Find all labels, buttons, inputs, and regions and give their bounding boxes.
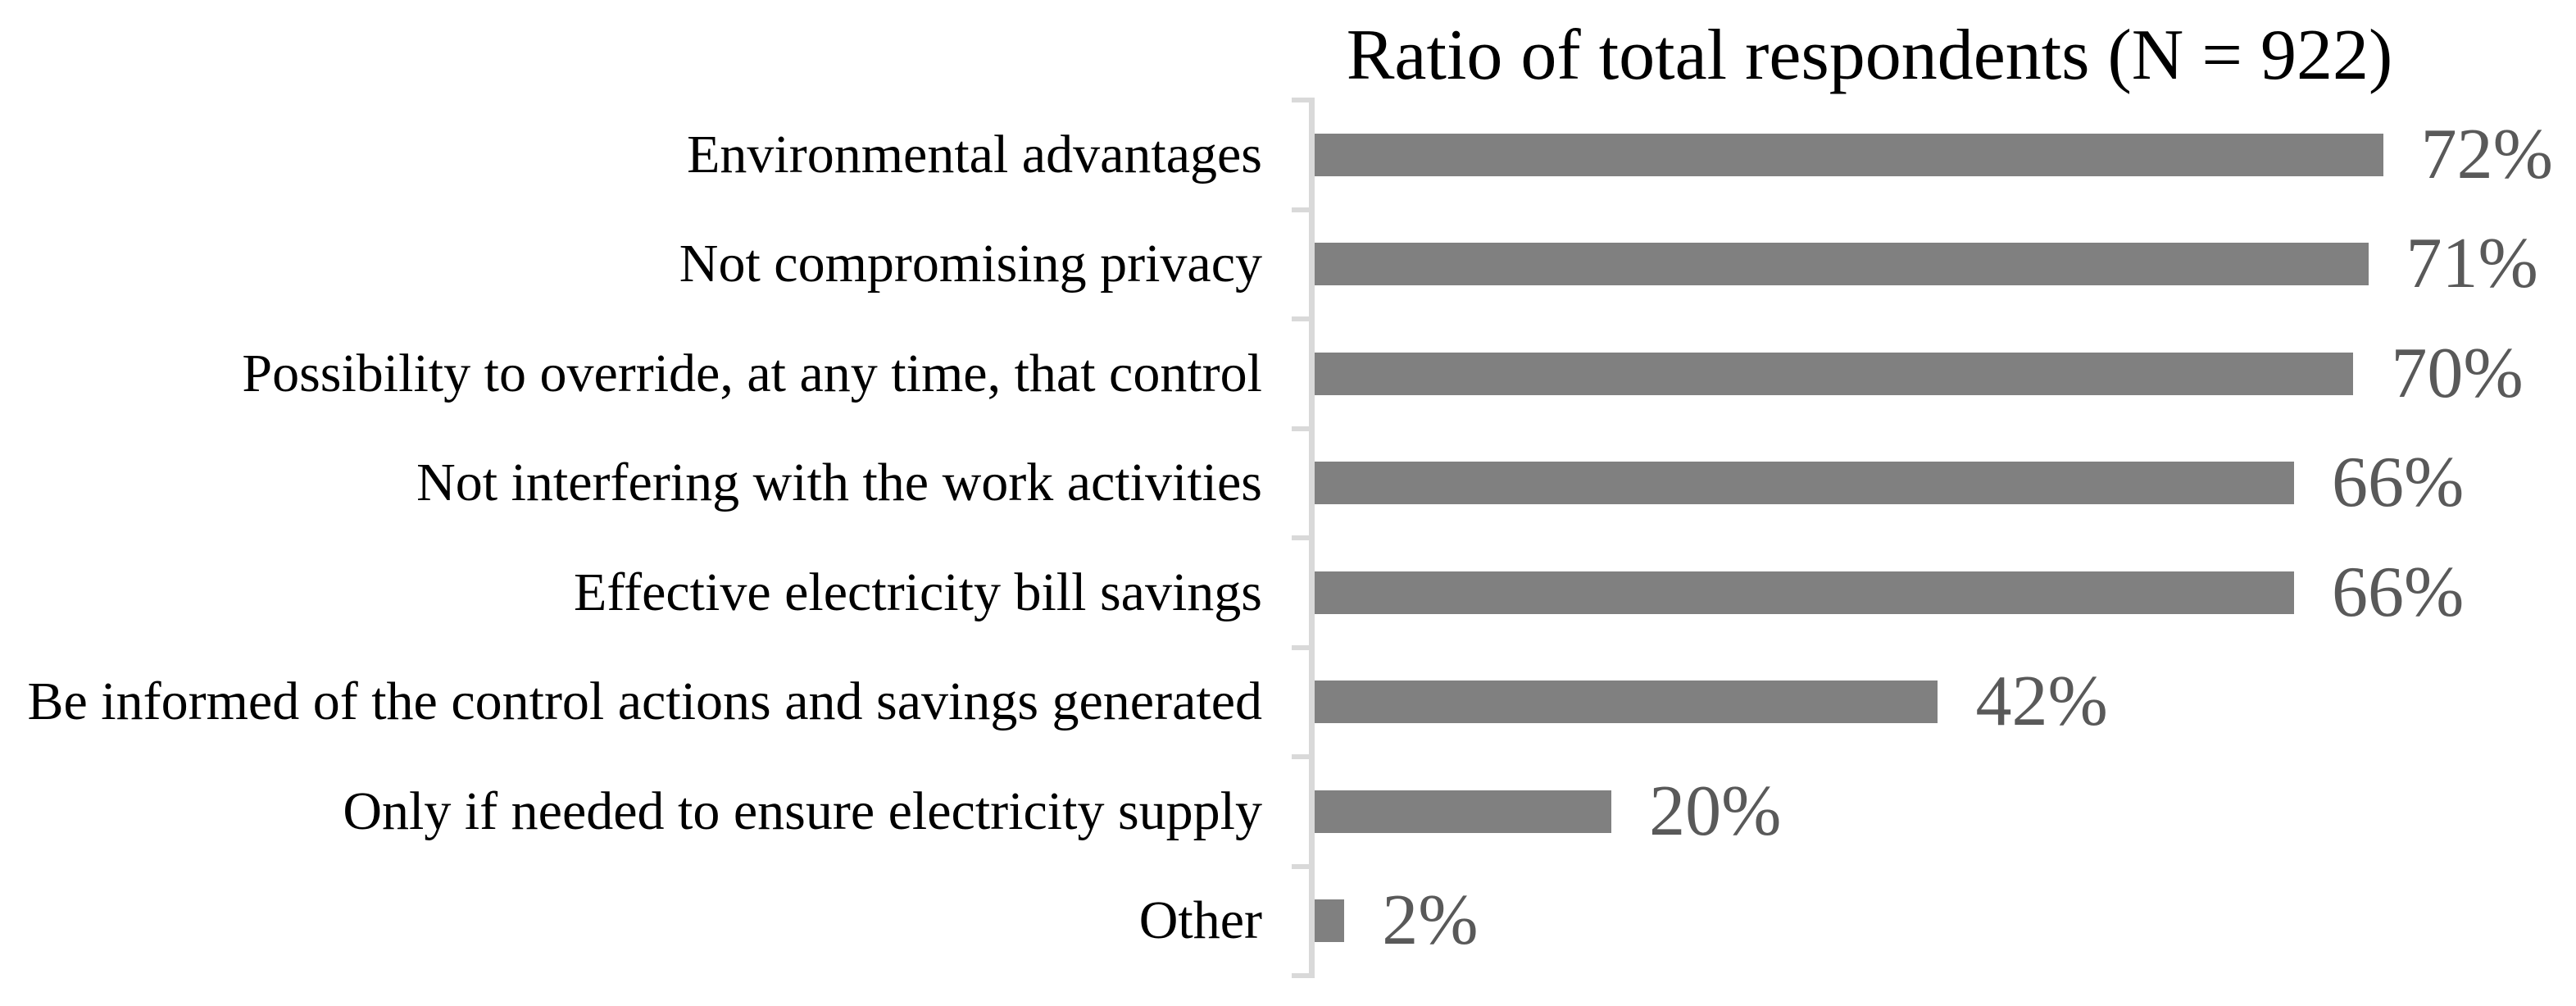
bar-zone: 66%: [1315, 429, 2576, 539]
y-axis-tick: [1292, 426, 1315, 431]
value-label: 66%: [2331, 552, 2465, 632]
bar-row: Only if needed to ensure electricity sup…: [0, 757, 2576, 867]
bar-zone: 71%: [1315, 210, 2576, 320]
value-label: 42%: [1975, 662, 2108, 742]
value-label: 72%: [2420, 114, 2553, 194]
y-axis-tick: [1292, 973, 1315, 978]
bar: [1315, 790, 1612, 833]
bar-row: Not compromising privacy 71%: [0, 210, 2576, 320]
bar-zone: 42%: [1315, 648, 2576, 758]
y-axis-tick: [1292, 207, 1315, 212]
category-label: Environmental advantages: [687, 124, 1262, 184]
bar: [1315, 352, 2354, 395]
y-axis-tick: [1292, 535, 1315, 540]
category-label: Effective electricity bill savings: [574, 562, 1262, 622]
category-label: Be informed of the control actions and s…: [27, 671, 1262, 732]
y-axis-tick: [1292, 98, 1315, 102]
value-label: 20%: [1649, 771, 1782, 851]
bar: [1315, 243, 2369, 286]
chart-title: Ratio of total respondents (N = 922): [1346, 16, 2393, 95]
bar-row: Be informed of the control actions and s…: [0, 648, 2576, 758]
y-axis-tick: [1292, 644, 1315, 650]
category-label: Possibility to override, at any time, th…: [242, 343, 1262, 403]
bar-row: Possibility to override, at any time, th…: [0, 319, 2576, 429]
bar: [1315, 899, 1345, 943]
bar-row: Other 2%: [0, 867, 2576, 976]
category-label: Other: [1138, 890, 1262, 951]
bar: [1315, 462, 2294, 505]
bar: [1315, 681, 1938, 724]
bar-row: Effective electricity bill savings 66%: [0, 538, 2576, 648]
category-label: Not interfering with the work activities: [416, 453, 1262, 513]
bar: [1315, 133, 2383, 176]
bar: [1315, 571, 2294, 614]
bar-zone: 66%: [1315, 538, 2576, 648]
bar-zone: 72%: [1315, 100, 2576, 210]
bar-zone: 2%: [1315, 867, 2576, 976]
value-label: 70%: [2391, 333, 2524, 413]
bar-zone: 20%: [1315, 757, 2576, 867]
value-label: 66%: [2331, 443, 2465, 523]
y-axis-tick: [1292, 316, 1315, 321]
y-axis-tick: [1292, 754, 1315, 759]
category-label: Only if needed to ensure electricity sup…: [343, 781, 1262, 841]
plot-rows: Environmental advantages 72% Not comprom…: [0, 100, 2576, 976]
bar-row: Not interfering with the work activities…: [0, 429, 2576, 539]
y-axis-tick: [1292, 863, 1315, 869]
value-label: 71%: [2406, 224, 2538, 304]
value-label: 2%: [1382, 881, 1479, 961]
bar-row: Environmental advantages 72%: [0, 100, 2576, 210]
bar-zone: 70%: [1315, 319, 2576, 429]
category-label: Not compromising privacy: [679, 234, 1262, 294]
